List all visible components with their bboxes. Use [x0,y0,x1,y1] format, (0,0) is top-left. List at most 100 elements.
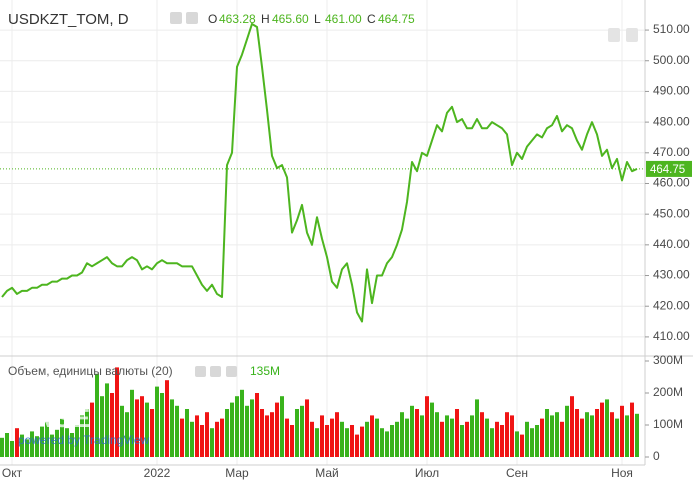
volume-bar [480,412,484,457]
volume-bar [205,412,209,457]
volume-legend-value: 135M [250,364,280,378]
watermark-caption: powered by TradingView [18,433,150,447]
volume-bar [20,434,24,457]
volume-bar [455,409,459,457]
volume-bar [525,421,529,457]
volume-bar [560,421,564,457]
volume-bar [75,425,79,457]
volume-title: Объем, единицы валюты (20) [8,364,173,378]
x-tick-label: Окт [2,466,23,480]
volume-bar [615,418,619,457]
volume-bar [25,439,29,457]
ohlc-label: C [367,12,376,26]
volume-bar [470,415,474,457]
volume-bar [185,409,189,457]
volume-bar [330,418,334,457]
overlay: O 463.28 H 465.60 L 461.00 C 464.75410.00420.00… [2,12,692,480]
volume-bar [40,426,44,457]
volume-bar [225,409,229,457]
volume-bar [300,405,304,457]
y-tick-label: 100M [653,417,683,431]
volume-bar [220,418,224,457]
volume-bar [360,426,364,457]
volume-bar [100,396,104,457]
volume-bar [250,399,254,457]
volume-bar [335,412,339,457]
volume-bar [155,386,159,457]
volume-bar [495,421,499,457]
volume-bar [435,412,439,457]
y-tick-label: 450.00 [653,206,690,220]
visibility-icon[interactable] [195,366,206,377]
volume-bar [410,405,414,457]
volume-bar [65,428,69,457]
volume-bar [500,425,504,457]
volume-bar [520,434,524,457]
volume-bar [210,428,214,457]
volume-bar [425,396,429,457]
watermark-logo: KASE [12,403,92,433]
volume-bar [575,409,579,457]
volume-bar [0,437,4,457]
last-price-box [646,160,692,177]
volume-bar [30,431,34,457]
ohlc-label: O [208,12,217,26]
y-tick-label: 490.00 [653,84,690,98]
volume-bar [290,425,294,457]
y-tick-label: 440.00 [653,237,690,251]
volume-bar [625,415,629,457]
y-tick-label: 500.00 [653,53,690,67]
ohlc-value: 464.75 [378,12,415,26]
last-price-label: 464.75 [650,164,685,176]
pane-up-icon[interactable] [608,28,620,42]
visibility-icon[interactable] [170,12,182,24]
volume-bar [280,396,284,457]
volume-bar [55,429,59,457]
volume-bar [325,425,329,457]
volume-bar [240,389,244,457]
volume-bar [95,373,99,457]
volume-bar [275,402,279,457]
ohlc-label: L [314,12,321,26]
volume-bar [195,415,199,457]
ohlc-value: 461.00 [325,12,362,26]
y-tick-label: 420.00 [653,298,690,312]
volume-bar [545,409,549,457]
volume-bar [135,399,139,457]
volume-bar [270,412,274,457]
volume-bar [445,415,449,457]
volume-bar [550,415,554,457]
chart-title: USDKZT_TOM, D [8,11,129,28]
volume-bar [620,405,624,457]
volume-bar [430,402,434,457]
volume-bar [125,412,129,457]
volume-bar [490,428,494,457]
volume-bar [405,418,409,457]
volume-bar [635,413,639,457]
volume-bar [365,421,369,457]
volume-bar [235,396,239,457]
volume-bar [45,421,49,457]
volume-bar [345,428,349,457]
volume-bar [510,415,514,457]
settings-icon[interactable] [210,366,221,377]
y-tick-label: 460.00 [653,176,690,190]
volume-bar [120,405,124,457]
volume-bar [600,402,604,457]
volume-bar [140,396,144,457]
x-tick-label: Ноя [611,466,633,480]
y-tick-label: 430.00 [653,268,690,282]
y-tick-label: 480.00 [653,114,690,128]
pane-down-icon[interactable] [626,28,638,42]
volume-bar [90,402,94,457]
settings-icon[interactable] [186,12,198,24]
volume-bar [390,425,394,457]
volume-bar [150,409,154,457]
y-tick-label: 0 [653,449,660,463]
volume-bar [630,402,634,457]
x-tick-label: Май [315,466,339,480]
close-icon[interactable] [226,366,237,377]
volume-bar [570,396,574,457]
volume-bar [485,418,489,457]
volume-bar [165,380,169,457]
